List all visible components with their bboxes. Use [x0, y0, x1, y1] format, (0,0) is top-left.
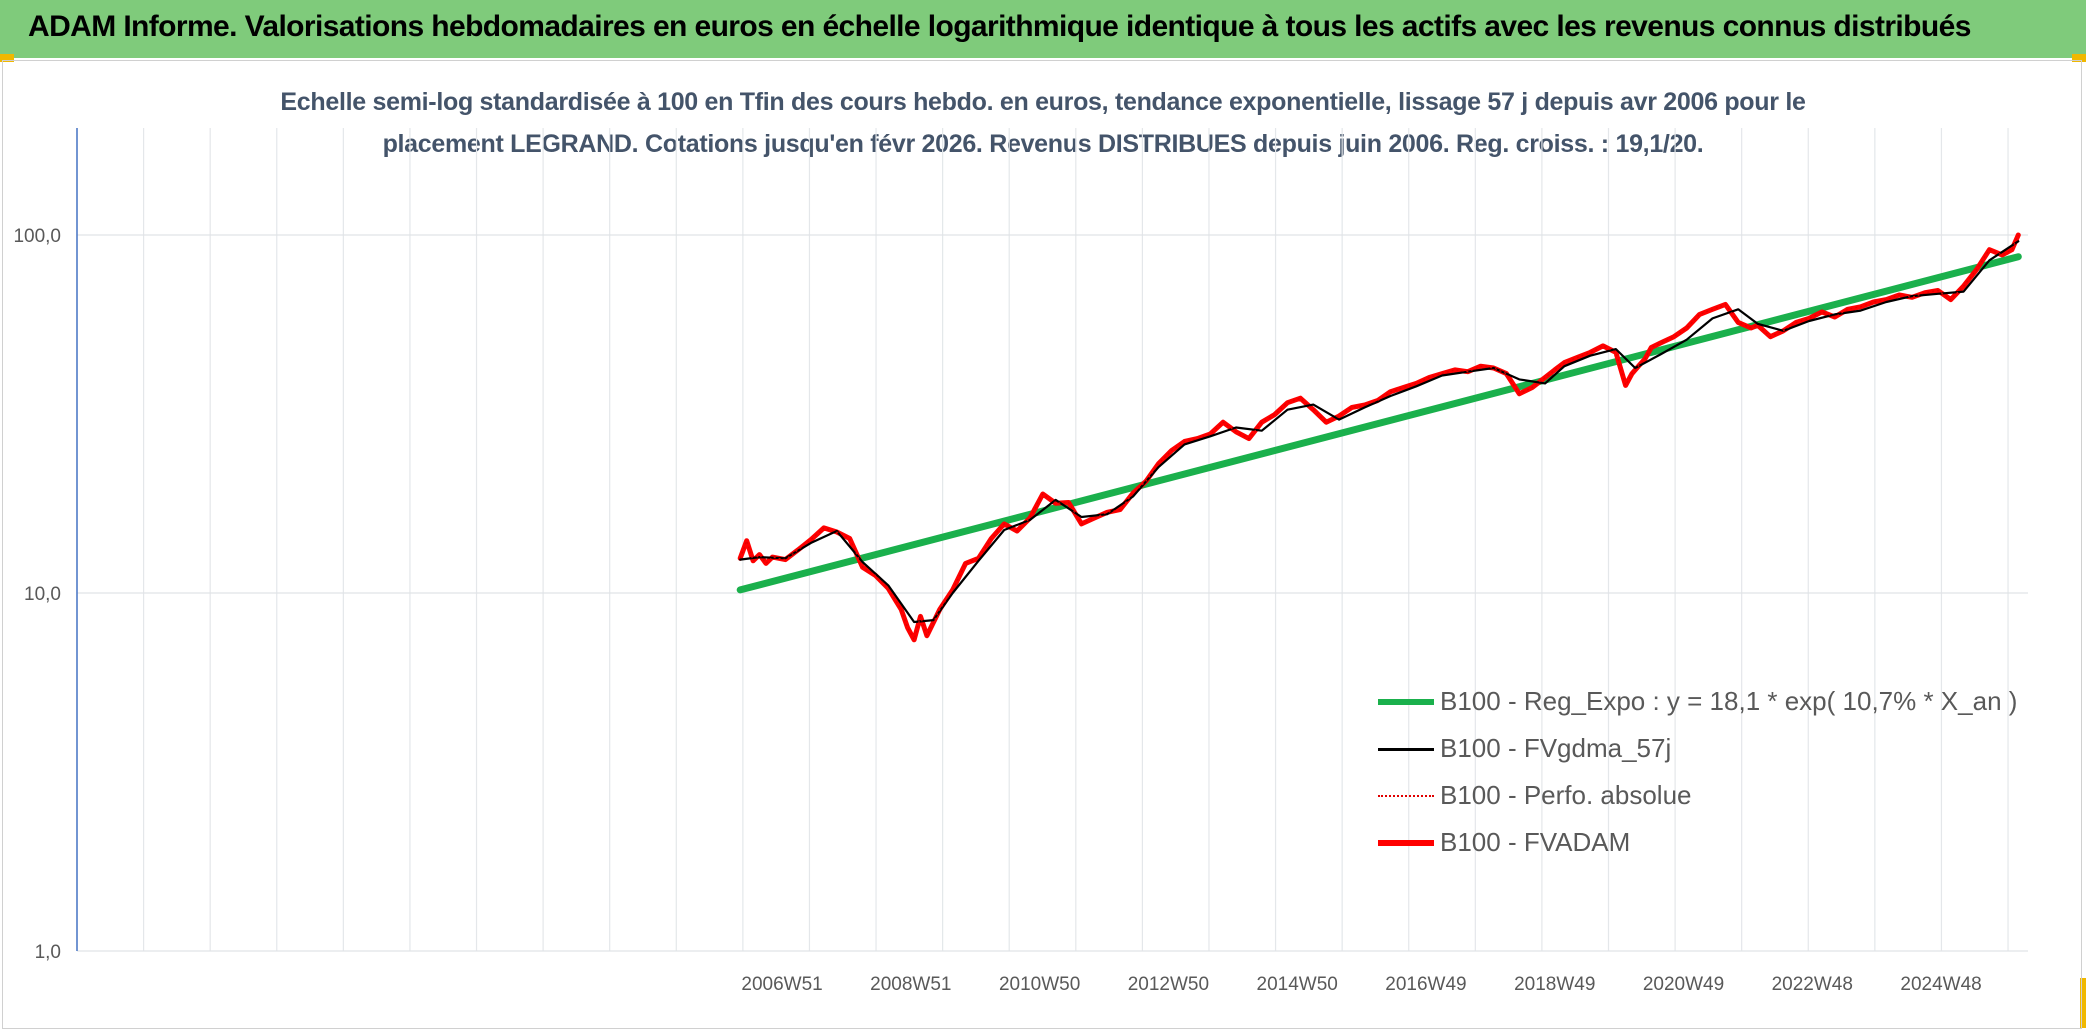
series-line-fvadam	[737, 232, 2021, 643]
legend-item-fvadam: B100 - FVADAM	[1378, 823, 2028, 863]
corner-accent-top-left	[0, 54, 14, 62]
legend-item-regression: B100 - Reg_Expo : y = 18,1 * exp( 10,7% …	[1378, 682, 2028, 722]
y-tick-label: 10,0	[24, 584, 61, 605]
x-tick-label: 2008W51	[870, 974, 951, 995]
tick-labels: 1,0 10,0 100,0 2006W51 2008W51 2010W50 2012W50…	[13, 226, 1981, 995]
chart-subtitle-line-2: placement LEGRAND. Cotations jusqu'en fé…	[382, 130, 1704, 158]
legend-item-perfo-absolue: B100 - Perfo. absolue	[1378, 776, 2028, 816]
x-tick-label: 2012W50	[1128, 974, 1209, 995]
legend-item-moving-average: B100 - FVgdma_57j	[1378, 729, 2028, 769]
x-tick-label: 2010W50	[999, 974, 1080, 995]
legend-label-perfo-absolue: B100 - Perfo. absolue	[1440, 780, 1692, 810]
series-lines	[736, 232, 2022, 643]
title-banner: ADAM Informe. Valorisations hebdomadaire…	[0, 0, 2086, 58]
report-title: ADAM Informe. Valorisations hebdomadaire…	[28, 10, 1971, 43]
x-tick-label: 2018W49	[1514, 974, 1595, 995]
legend-label-regression: B100 - Reg_Expo : y = 18,1 * exp( 10,7% …	[1440, 686, 2018, 716]
legend-label-moving-average: B100 - FVgdma_57j	[1440, 733, 1672, 763]
legend-swatch-perfo-absolue	[1378, 795, 1434, 797]
x-tick-label: 2022W48	[1772, 974, 1853, 995]
gridlines	[77, 128, 2028, 952]
x-tick-label: 2020W49	[1643, 974, 1724, 995]
x-tick-label: 2006W51	[741, 974, 822, 995]
series-line-perfo-absolue	[739, 234, 2019, 642]
legend-swatch-regression	[1378, 699, 1434, 705]
x-tick-label: 2024W48	[1900, 974, 1981, 995]
legend-swatch-moving-average	[1378, 748, 1434, 751]
chart-subtitle-line-1: Echelle semi-log standardisée à 100 en T…	[280, 88, 1806, 116]
corner-accent-bottom-right	[2080, 978, 2086, 1028]
series-line-moving-average	[739, 240, 2020, 624]
y-tick-label: 1,0	[35, 942, 61, 963]
y-tick-label: 100,0	[13, 226, 61, 247]
x-tick-label: 2014W50	[1257, 974, 1338, 995]
series-line-regression	[736, 253, 2022, 594]
x-tick-label: 2016W49	[1385, 974, 1466, 995]
legend-swatch-fvadam	[1378, 840, 1434, 846]
corner-accent-top-right	[2072, 54, 2086, 62]
chart-area	[2, 60, 2082, 1029]
legend-label-fvadam: B100 - FVADAM	[1440, 827, 1631, 857]
